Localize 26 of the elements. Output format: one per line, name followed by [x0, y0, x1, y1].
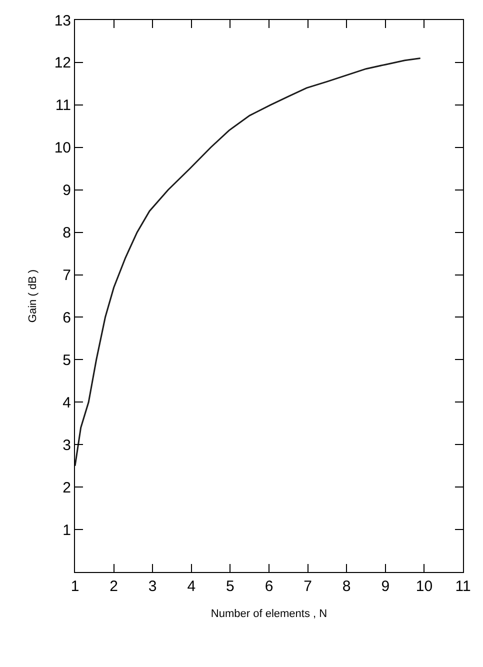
y-tick-label: 1: [62, 522, 71, 539]
x-tick-label: 7: [304, 578, 312, 595]
x-tick-label: 3: [148, 578, 157, 595]
x-tick-label: 4: [187, 578, 196, 595]
y-axis-title: Gain ( dB ): [26, 269, 39, 323]
x-tick-label: 6: [264, 578, 274, 595]
x-axis-title: Number of elements , N: [210, 608, 328, 620]
line-series: [75, 57, 422, 467]
x-tick-label: 5: [226, 578, 234, 595]
x-tick-label: 9: [381, 578, 390, 595]
y-tick-label: 11: [55, 97, 71, 114]
y-tick-label: 5: [62, 352, 71, 369]
y-tick-label: 10: [54, 140, 71, 157]
x-tick-label: 10: [416, 578, 433, 595]
y-tick-label: 9: [62, 182, 71, 200]
y-tick-label: 4: [62, 394, 71, 412]
x-tick-label: 2: [110, 578, 118, 595]
y-tick-label: 13: [54, 12, 71, 30]
y-tick-label: 6: [62, 309, 71, 326]
y-tick-label: 7: [62, 267, 71, 284]
y-tick-label: 3: [62, 436, 71, 454]
x-tick-label: 8: [342, 578, 351, 595]
y-tick-label: 2: [62, 479, 71, 496]
x-tick-label: 11: [455, 578, 471, 595]
y-tick-label: 12: [54, 54, 71, 72]
y-tick-label: 8: [62, 224, 71, 242]
